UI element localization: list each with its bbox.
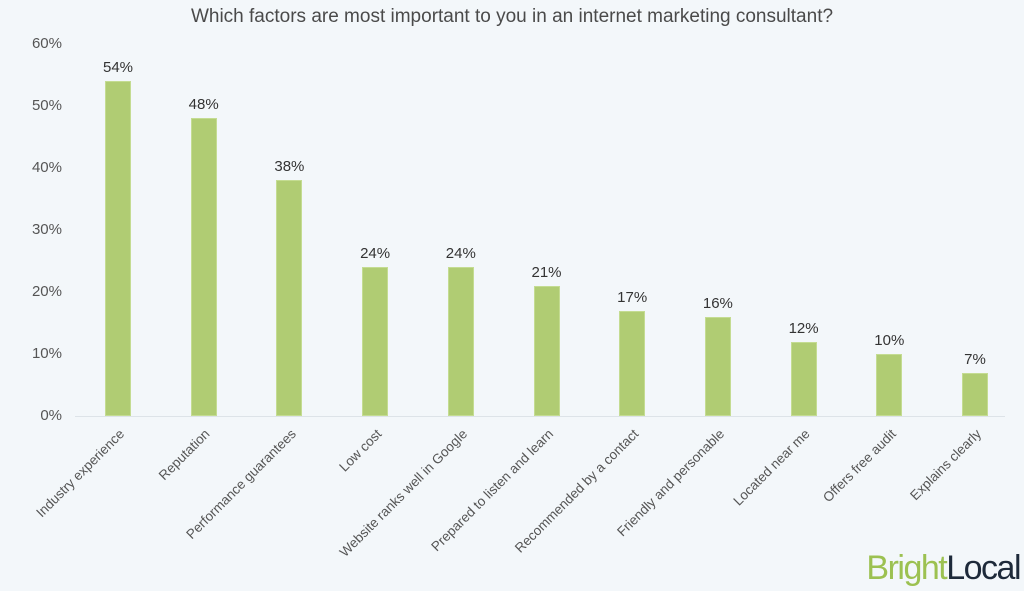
bar-value-label: 7%	[964, 350, 986, 368]
y-tick-label: 40%	[31, 159, 62, 176]
y-tick-label: 20%	[31, 283, 62, 300]
y-tick-label: 50%	[31, 97, 62, 114]
y-tick-label: 60%	[31, 35, 62, 52]
x-tick-label: Explains clearly	[907, 426, 985, 504]
bar-value-label: 12%	[788, 319, 819, 337]
bar-value-label: 38%	[274, 158, 305, 176]
y-tick-label: 0%	[40, 407, 62, 424]
bar	[704, 316, 731, 416]
bar	[790, 341, 817, 416]
x-tick-label: Located near me	[730, 426, 813, 509]
x-tick-label: Low cost	[336, 426, 385, 475]
bar	[533, 285, 560, 416]
bar	[962, 372, 988, 416]
y-tick-label: 10%	[31, 345, 62, 362]
bar-value-label: 24%	[360, 245, 391, 263]
logo-bright: Bright	[866, 549, 947, 587]
bar-value-label: 21%	[531, 263, 562, 281]
bar	[105, 81, 131, 416]
bar-value-label: 10%	[874, 332, 905, 349]
bar	[276, 180, 303, 416]
bar-value-label: 17%	[617, 288, 648, 306]
x-tick-label: Reputation	[156, 426, 214, 483]
bar	[190, 118, 217, 416]
bar	[619, 310, 646, 416]
bar-value-label: 48%	[188, 96, 219, 114]
x-tick-label: Offers free audit	[819, 426, 899, 506]
y-tick-label: 30%	[31, 221, 62, 238]
bar	[876, 354, 903, 416]
bar-value-label: 54%	[102, 59, 134, 77]
x-axis-baseline	[75, 416, 1005, 417]
brightlocal-logo: BrightLocal	[866, 549, 1021, 588]
bar	[447, 267, 474, 416]
bar-value-label: 24%	[445, 245, 476, 263]
chart-title: Which factors are most important to you …	[190, 6, 834, 27]
x-tick-label: Industry experience	[33, 426, 128, 521]
bar	[362, 267, 389, 416]
logo-local: Local	[946, 549, 1021, 587]
bar-value-label: 16%	[702, 294, 733, 312]
